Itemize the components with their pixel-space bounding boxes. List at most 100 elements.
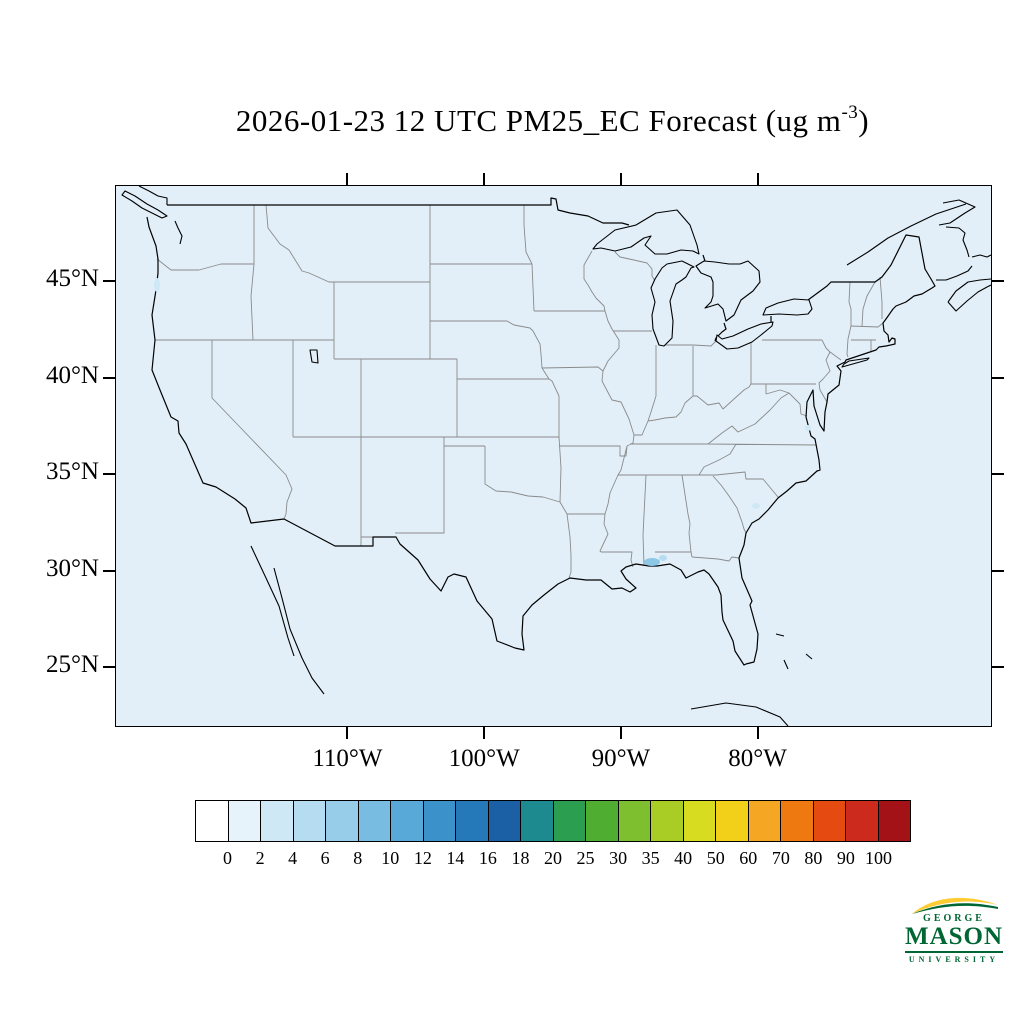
great-lakes xyxy=(309,209,813,364)
lat-tick-mark xyxy=(992,666,1004,669)
colorbar-level-label: 90 xyxy=(836,848,855,868)
colorbar-cell xyxy=(423,801,456,841)
lat-tick-label: 45°N xyxy=(45,265,99,293)
lat-tick-mark xyxy=(103,376,115,379)
plot-title: 2026-01-23 12 UTC PM25_EC Forecast (ug m… xyxy=(75,101,1024,139)
pm25-hotspots xyxy=(154,278,811,566)
lat-tick-label: 25°N xyxy=(45,651,99,679)
gmu-logo-george: GEORGE xyxy=(923,913,985,924)
colorbar-level-label: 4 xyxy=(288,848,298,868)
colorbar-level-label: 50 xyxy=(706,848,725,868)
lon-tick-mark xyxy=(756,727,759,739)
lon-tick-mark xyxy=(756,173,759,185)
pm25-hotspot xyxy=(644,558,660,566)
colorbar-cell xyxy=(196,801,229,841)
lon-tick-mark xyxy=(483,727,486,739)
canada-mexico-coast-details-path xyxy=(121,186,991,726)
lat-tick-label: 30°N xyxy=(45,554,99,582)
colorbar-cell xyxy=(456,801,489,841)
lake-michigan xyxy=(650,260,695,347)
colorbar-level-label: 35 xyxy=(641,848,660,868)
colorbar-cell xyxy=(553,801,586,841)
map-frame xyxy=(115,185,992,727)
colorbar-cell xyxy=(683,801,716,841)
lon-tick-label: 80°W xyxy=(728,745,787,772)
colorbar-cell xyxy=(293,801,326,841)
lon-tick-label: 110°W xyxy=(312,745,383,772)
colorbar-level-label: 60 xyxy=(739,848,758,868)
lat-tick-mark xyxy=(103,473,115,476)
colorbar-cell xyxy=(586,801,619,841)
pm25-hotspot xyxy=(752,503,760,509)
colorbar-cell xyxy=(846,801,879,841)
lon-tick-mark xyxy=(346,727,349,739)
pm25-hotspot xyxy=(659,555,667,561)
lake-superior xyxy=(592,209,700,255)
colorbar-cell xyxy=(716,801,749,841)
colorbar-level-label: 10 xyxy=(381,848,400,868)
gmu-logo-mason: MASON xyxy=(904,923,1004,950)
lat-tick-mark xyxy=(103,280,115,283)
colorbar-cell xyxy=(878,801,910,841)
colorbar-cell xyxy=(618,801,651,841)
lake-huron xyxy=(695,260,761,322)
great-salt-lake xyxy=(309,349,319,364)
lat-tick-mark xyxy=(103,666,115,669)
lon-tick-mark xyxy=(619,173,622,185)
lon-tick-label: 100°W xyxy=(448,745,520,772)
us-coastline-path xyxy=(146,216,936,666)
lon-tick-mark xyxy=(619,727,622,739)
colorbar: 0 2 4 6 8 10 12 14 16 18 20 25 30 35 40 50 60 70 80 90 100 xyxy=(195,800,911,874)
colorbar-level-label: 80 xyxy=(804,848,823,868)
colorbar-cell xyxy=(326,801,359,841)
colorbar-level-label: 14 xyxy=(446,848,465,868)
map-field-background xyxy=(116,186,991,726)
lon-tick-mark xyxy=(346,173,349,185)
colorbar-level-label: 18 xyxy=(511,848,530,868)
lake-erie xyxy=(715,321,774,350)
lon-tick-mark xyxy=(483,173,486,185)
colorbar-cell xyxy=(488,801,521,841)
colorbar-cell xyxy=(261,801,294,841)
pm25-hotspot xyxy=(805,425,811,431)
lat-tick-label: 35°N xyxy=(45,458,99,486)
colorbar-level-label: 25 xyxy=(576,848,595,868)
plot-title-text: 2026-01-23 12 UTC PM25_EC Forecast (ug m xyxy=(235,103,842,138)
colorbar-cell xyxy=(748,801,781,841)
state-borders-path xyxy=(155,204,884,579)
gmu-swoosh-icon xyxy=(912,897,998,914)
colorbar-cells xyxy=(195,800,911,842)
pm25-hotspot xyxy=(154,278,160,292)
colorbar-cell xyxy=(358,801,391,841)
lat-tick-mark xyxy=(103,569,115,572)
colorbar-level-label: 40 xyxy=(674,848,693,868)
colorbar-cell xyxy=(781,801,814,841)
colorbar-level-label: 0 xyxy=(223,848,233,868)
lake-ontario xyxy=(762,298,813,316)
colorbar-cell xyxy=(521,801,554,841)
lat-tick-mark xyxy=(992,569,1004,572)
lat-tick-label: 40°N xyxy=(45,361,99,389)
colorbar-level-label: 12 xyxy=(413,848,432,868)
colorbar-cell xyxy=(651,801,684,841)
colorbar-level-label: 20 xyxy=(544,848,562,868)
gmu-logo-rule xyxy=(905,951,1003,953)
lon-tick-label: 90°W xyxy=(591,745,651,772)
colorbar-level-label: 70 xyxy=(771,848,790,868)
colorbar-cell xyxy=(813,801,846,841)
gmu-logo-university: UNIVERSITY xyxy=(908,955,1000,964)
colorbar-level-label: 6 xyxy=(320,848,330,868)
plot-title-suffix: ) xyxy=(858,103,870,138)
colorbar-level-label: 100 xyxy=(864,848,892,868)
colorbar-level-label: 8 xyxy=(353,848,363,868)
colorbar-labels: 0 2 4 6 8 10 12 14 16 18 20 25 30 35 40 50 60 70 80 90 100 xyxy=(195,848,911,874)
plot-title-exponent: -3 xyxy=(841,101,859,123)
colorbar-level-label: 2 xyxy=(255,848,265,868)
canada-border-path xyxy=(167,197,772,342)
gmu-logo: GEORGE MASON UNIVERSITY xyxy=(903,897,1005,964)
conus-map xyxy=(116,186,991,726)
colorbar-level-label: 16 xyxy=(478,848,497,868)
colorbar-cell xyxy=(391,801,424,841)
lat-tick-mark xyxy=(992,473,1004,476)
